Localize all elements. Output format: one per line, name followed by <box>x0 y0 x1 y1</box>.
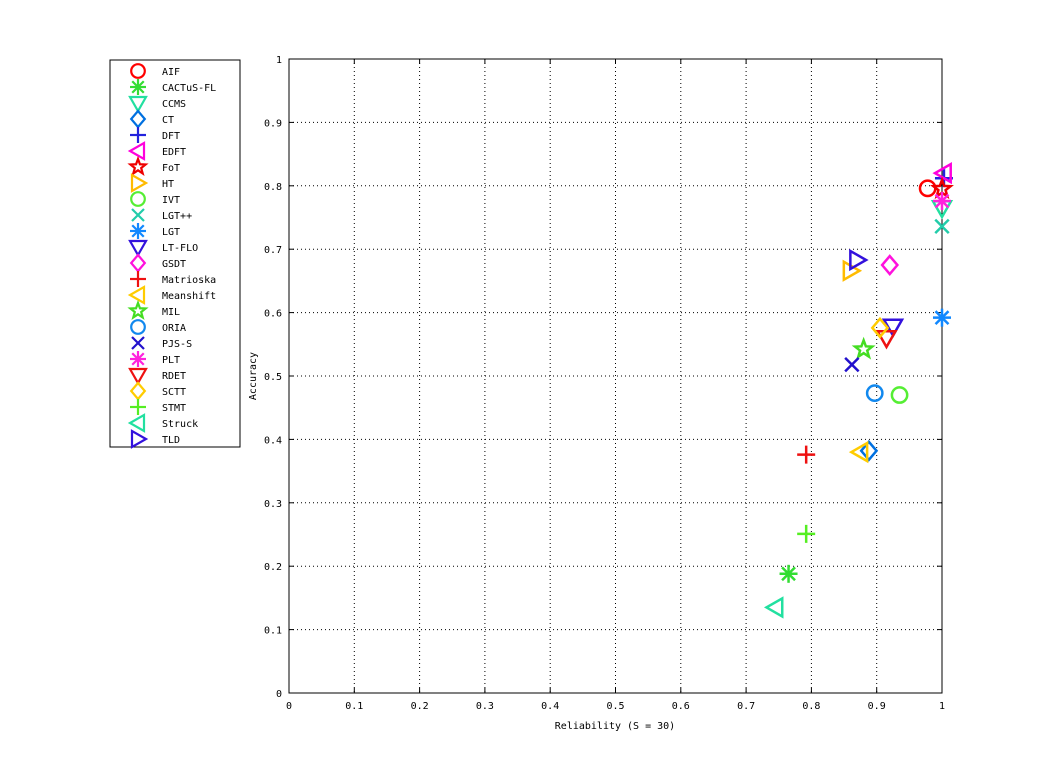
y-tick-label: 0.7 <box>264 245 282 256</box>
legend-marker <box>128 239 148 258</box>
data-point-cactus-fl <box>779 564 798 583</box>
legend-marker <box>130 399 146 415</box>
legend-label: CT <box>162 115 174 126</box>
legend-label: Struck <box>162 419 198 430</box>
legend-label: LGT++ <box>162 211 192 222</box>
data-point-gsdt <box>880 254 900 276</box>
x-tick-label: 0.1 <box>345 701 363 712</box>
legend-label: EDFT <box>162 147 186 158</box>
legend-marker <box>130 191 146 207</box>
legend-marker <box>130 271 146 287</box>
legend-items: AIF CACTuS-FL CCMS CT DFT EDFT FoT HT IVT LGT++ LG… <box>127 63 216 449</box>
data-point-struck <box>763 596 784 619</box>
x-tick-label: 0.7 <box>737 701 755 712</box>
legend-label: RDET <box>162 371 186 382</box>
y-tick-label: 0.9 <box>264 118 282 129</box>
data-point-tld <box>849 248 869 272</box>
legend-marker <box>130 173 149 193</box>
legend-label: FoT <box>162 163 180 174</box>
data-point-pjs-s <box>844 356 860 373</box>
legend-label: SCTT <box>162 387 186 398</box>
legend-marker <box>127 155 149 177</box>
x-tick-label: 0.2 <box>411 701 429 712</box>
y-tick-label: 0.3 <box>264 499 282 510</box>
y-tick-label: 0.5 <box>264 372 282 383</box>
legend-marker <box>130 351 146 367</box>
data-point-rdet <box>875 329 898 350</box>
data-point-ht <box>842 259 863 282</box>
legend-marker <box>127 285 146 305</box>
legend-label: PJS-S <box>162 339 192 350</box>
legend-label: GSDT <box>162 259 186 270</box>
data-point-matrioska <box>797 445 816 464</box>
legend-marker <box>131 336 145 350</box>
legend-marker <box>130 63 146 79</box>
data-point-stmt <box>797 524 816 543</box>
data-point-plt <box>933 192 951 211</box>
data-point-lgt <box>933 308 951 327</box>
legend-label: LT-FLO <box>162 243 198 254</box>
legend-marker <box>130 127 146 143</box>
y-tick-label: 0.1 <box>264 626 282 637</box>
legend-label: MIL <box>162 307 180 318</box>
data-point-ivt <box>890 386 909 404</box>
legend-label: Matrioska <box>162 275 216 286</box>
x-tick-labels: 0 0.1 0.2 0.3 0.4 0.5 0.6 0.7 0.8 0.9 1 <box>286 701 945 712</box>
y-tick-labels: 0 0.1 0.2 0.3 0.4 0.5 0.6 0.7 0.8 0.9 1 <box>264 55 282 700</box>
axis-ticks <box>288 58 943 694</box>
y-axis-label: Accuracy <box>248 352 259 400</box>
y-tick-label: 0.8 <box>264 182 282 193</box>
legend-label: ORIA <box>162 323 186 334</box>
data-markers <box>763 161 954 619</box>
plot-area: 0 0.1 0.2 0.3 0.4 0.5 0.6 0.7 0.8 0.9 1 0 0.1 0.2 0.3… <box>264 55 954 712</box>
data-point-meanshift <box>848 440 869 464</box>
data-point-sctt <box>870 316 890 339</box>
legend-label: AIF <box>162 67 180 78</box>
legend-marker <box>131 208 145 222</box>
data-point-oria <box>865 384 884 403</box>
legend-marker <box>127 141 146 161</box>
x-axis-label: Reliability (S = 30) <box>555 721 675 732</box>
y-tick-label: 0.6 <box>264 309 282 320</box>
legend-marker <box>128 367 148 386</box>
x-tick-label: 0 <box>286 701 292 712</box>
data-point-lgt- <box>934 218 950 235</box>
y-tick-label: 0.4 <box>264 435 282 446</box>
x-tick-label: 0.4 <box>541 701 559 712</box>
x-tick-label: 0.8 <box>802 701 820 712</box>
legend-label: CCMS <box>162 99 186 110</box>
legend-marker <box>130 79 146 95</box>
legend-marker <box>130 429 149 449</box>
legend-label: CACTuS-FL <box>162 83 216 94</box>
legend-label: TLD <box>162 435 180 446</box>
legend: AIF CACTuS-FL CCMS CT DFT EDFT FoT HT IVT LGT++ LG… <box>109 59 241 449</box>
y-tick-label: 0.2 <box>264 562 282 573</box>
data-point-ct <box>859 439 879 462</box>
x-tick-label: 0.5 <box>606 701 624 712</box>
x-tick-label: 0.3 <box>476 701 494 712</box>
legend-label: STMT <box>162 403 186 414</box>
legend-label: HT <box>162 179 174 190</box>
legend-box <box>109 59 241 448</box>
x-tick-label: 1 <box>939 701 945 712</box>
grid-lines <box>289 59 942 693</box>
legend-label: DFT <box>162 131 180 142</box>
y-tick-label: 0 <box>276 689 282 700</box>
x-tick-label: 0.9 <box>868 701 886 712</box>
legend-label: IVT <box>162 195 180 206</box>
legend-label: LGT <box>162 227 180 238</box>
data-point-edft <box>932 161 952 185</box>
x-tick-label: 0.6 <box>672 701 690 712</box>
legend-label: PLT <box>162 355 180 366</box>
legend-marker <box>128 95 148 114</box>
data-point-mil <box>851 336 876 360</box>
legend-marker <box>127 413 146 433</box>
legend-marker <box>130 319 146 335</box>
legend-marker <box>127 299 149 321</box>
legend-marker <box>130 223 146 239</box>
y-tick-label: 1 <box>276 55 282 66</box>
legend-label: Meanshift <box>162 291 216 302</box>
